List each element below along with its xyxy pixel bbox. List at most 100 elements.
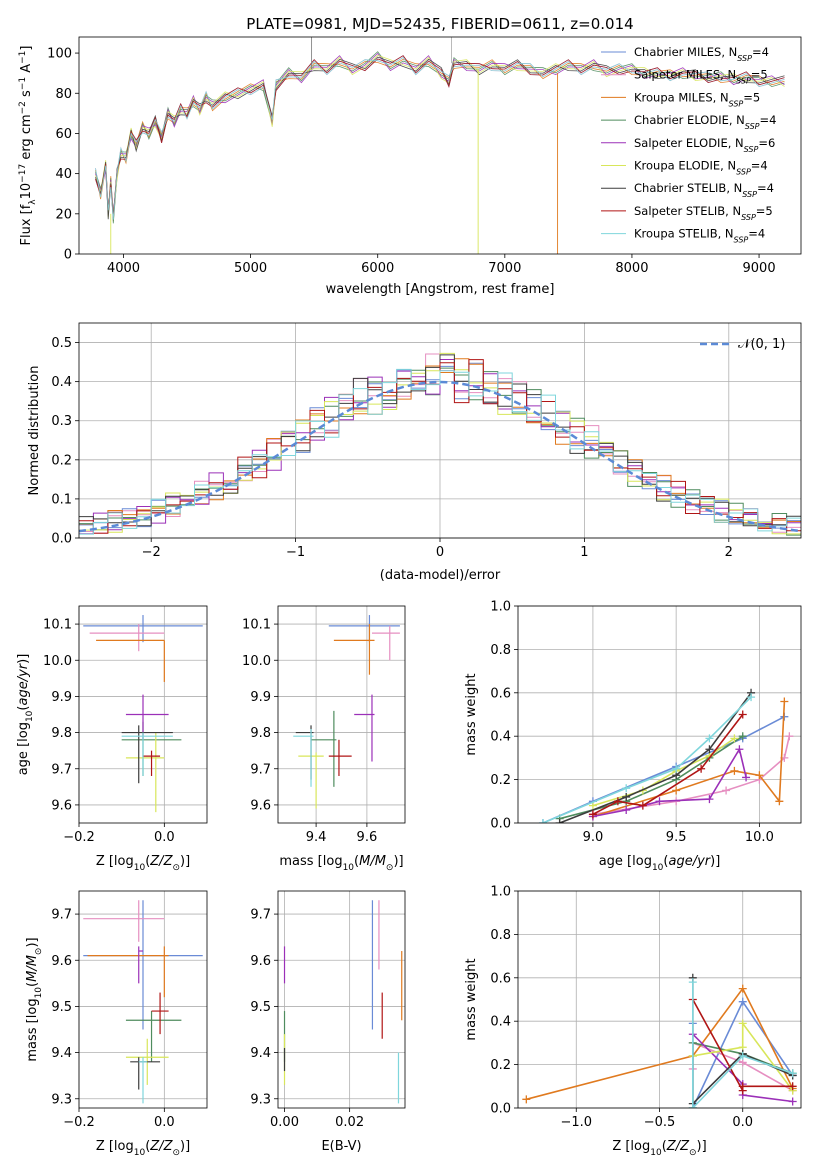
weight-marker xyxy=(522,1095,531,1104)
weight-marker xyxy=(785,732,794,741)
y-tick-label: 0.5 xyxy=(51,336,72,351)
y-tick-label: 0.4 xyxy=(51,375,72,390)
data-point xyxy=(87,946,169,998)
data-point xyxy=(143,750,161,776)
y-tick-label: 10.1 xyxy=(242,618,271,633)
data-point xyxy=(151,992,169,1035)
axes-frame xyxy=(277,605,406,824)
weight-marker xyxy=(738,732,747,741)
y-tick-label: 0.3 xyxy=(51,414,72,429)
panel-age-vs-Z: −0.2 0.0 9.6 9.7 9.8 9.9 10.0 10.1 Z [log10(Z/Z⊙… xyxy=(16,605,208,873)
x-tick-label: 5000 xyxy=(234,261,267,276)
y-tick-label: 20 xyxy=(55,207,72,222)
panel-mass-vs-Z: −0.2 0.0 9.3 9.4 9.5 9.6 9.7 Z [log10(Z/Z⊙)] mas… xyxy=(25,890,208,1158)
x-tick-label: 0.0 xyxy=(154,1115,175,1130)
data-point xyxy=(293,728,314,787)
x-tick-label: 0.02 xyxy=(335,1115,364,1130)
weight-marker xyxy=(688,978,697,987)
weight-series xyxy=(592,736,791,816)
legend: Chabrier MILES, NSSP=4 Salpeter MILES, NS… xyxy=(601,45,776,244)
figure-title: PLATE=0981, MJD=52435, FIBERID=0611, z=0… xyxy=(246,15,633,33)
y-tick-label: 9.7 xyxy=(51,908,72,923)
weight-marker xyxy=(722,786,731,795)
weight-lines xyxy=(522,973,797,1108)
x-axis-label: Z [log10(Z/Z⊙)] xyxy=(96,854,190,873)
legend-entry: 𝒩(0, 1) xyxy=(738,337,785,352)
weight-marker xyxy=(742,773,751,782)
y-axis-label: mass weight xyxy=(464,673,479,755)
x-tick-label: 0 xyxy=(436,545,444,560)
x-tick-label: 9.5 xyxy=(666,830,687,845)
axes-frame xyxy=(277,890,406,1109)
spectrum-series xyxy=(95,54,785,218)
weight-series xyxy=(692,982,793,1108)
weight-marker xyxy=(788,1069,797,1078)
y-tick-label: 9.7 xyxy=(51,762,72,777)
weight-marker xyxy=(688,1104,697,1108)
weight-marker xyxy=(622,792,631,801)
weight-marker xyxy=(738,997,747,1006)
spectrum-series xyxy=(95,55,785,218)
y-tick-label: 9.5 xyxy=(51,1000,72,1015)
weight-marker xyxy=(705,795,714,804)
y-tick-label: 9.3 xyxy=(250,1092,271,1107)
y-tick-label: 9.6 xyxy=(51,798,72,813)
weight-series xyxy=(692,1020,794,1092)
panel-residuals: −2 −1 0 1 2 0.0 0.1 0.2 0.3 0.4 0.5 𝒩(0, 1) (data-mo… xyxy=(27,322,802,583)
x-axis-label: wavelength [Angstrom, rest frame] xyxy=(326,282,555,297)
weight-marker xyxy=(738,1082,747,1091)
legend-entry: Kroupa STELIB, NSSP=4 xyxy=(634,227,765,245)
y-tick-label: 9.4 xyxy=(250,1046,271,1061)
axes-frame xyxy=(78,36,802,255)
x-tick-label: 4000 xyxy=(107,261,140,276)
y-tick-label: 0.6 xyxy=(490,686,511,701)
legend-entry: Salpeter STELIB, NSSP=5 xyxy=(634,204,773,222)
error-bars xyxy=(83,900,203,1104)
panel-weight-vs-Z: −1.0 −0.5 0.0 0.0 0.2 0.4 0.6 0.8 1.0 Z [log10(Z/… xyxy=(464,885,802,1158)
y-tick-label: 0.4 xyxy=(490,1015,511,1030)
data-point xyxy=(121,725,173,784)
data-point xyxy=(125,732,165,813)
spectrum-series xyxy=(95,56,785,220)
x-tick-label: 9000 xyxy=(743,261,776,276)
x-axis-label: Z [log10(Z/Z⊙)] xyxy=(96,1139,190,1158)
axes-frame xyxy=(78,605,208,824)
y-tick-label: 9.6 xyxy=(250,954,271,969)
x-tick-label: 6000 xyxy=(361,261,394,276)
y-tick-label: 9.7 xyxy=(250,908,271,923)
panel-mass-vs-EBV: 0.00 0.02 9.3 9.4 9.5 9.6 9.7 E(B-V) xyxy=(250,890,406,1154)
y-tick-label: 9.9 xyxy=(51,690,72,705)
y-tick-label: 0.1 xyxy=(51,492,72,507)
weight-marker xyxy=(555,819,564,823)
legend-entry: Kroupa MILES, NSSP=5 xyxy=(634,90,760,108)
x-tick-label: 1 xyxy=(580,545,588,560)
error-bars xyxy=(293,615,400,809)
histogram-series xyxy=(79,354,801,527)
y-tick-label: 9.3 xyxy=(51,1092,72,1107)
y-tick-label: 0.2 xyxy=(490,773,511,788)
y-tick-label: 9.8 xyxy=(250,726,271,741)
weight-marker xyxy=(705,745,714,754)
spectrum-series xyxy=(95,52,785,216)
error-bars xyxy=(283,900,403,1104)
legend-entry: Salpeter ELODIE, NSSP=6 xyxy=(634,136,775,154)
panels: 4000 5000 6000 7000 8000 9000020406080100wave… xyxy=(16,36,802,1158)
x-tick-label: −0.2 xyxy=(63,830,95,845)
y-tick-label: 0.0 xyxy=(490,1102,511,1117)
y-axis-label: Flux [fλ10−17 erg cm−2 s−1 A−1] xyxy=(18,46,38,246)
legend-entry: Kroupa ELODIE, NSSP=4 xyxy=(634,159,768,177)
y-tick-label: 60 xyxy=(55,127,72,142)
x-tick-label: 0.00 xyxy=(270,1115,299,1130)
x-tick-label: 10.0 xyxy=(745,830,774,845)
x-axis-label: mass [log10(M/M⊙)] xyxy=(279,854,403,873)
data-point xyxy=(354,694,375,762)
normal-pdf-curve xyxy=(79,380,801,533)
y-tick-label: 0.0 xyxy=(490,817,511,832)
weight-marker xyxy=(738,1051,747,1060)
data-point xyxy=(311,710,337,787)
weight-marker xyxy=(755,771,764,780)
weight-series xyxy=(592,701,786,818)
weight-marker xyxy=(738,1019,747,1028)
x-tick-label: −1 xyxy=(286,545,305,560)
y-tick-label: 1.0 xyxy=(490,600,511,615)
